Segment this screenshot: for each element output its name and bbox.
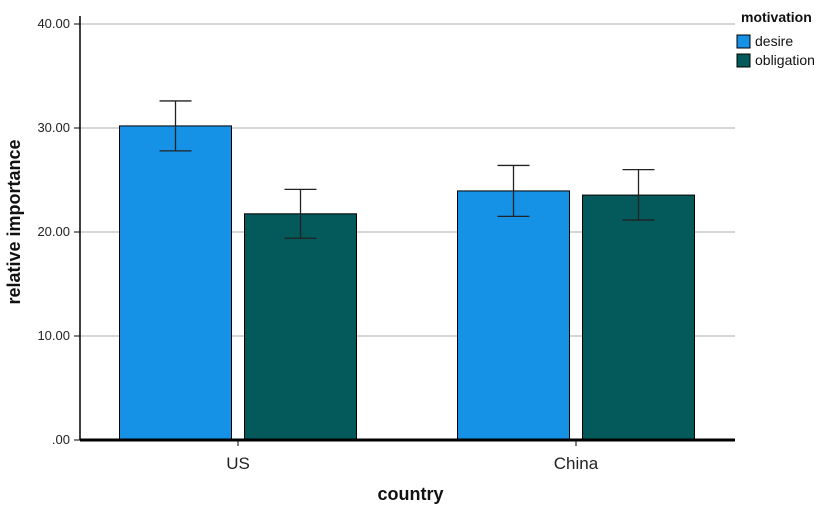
bar-desire-China: [457, 190, 570, 441]
legend: motivation desire obligation: [736, 9, 815, 68]
y-tick-label: 40.00: [37, 16, 70, 31]
y-tick-label: 20.00: [37, 224, 70, 239]
legend-label-desire: desire: [755, 33, 793, 49]
legend-swatch-desire: [736, 34, 751, 49]
legend-swatch-obligation: [736, 53, 751, 68]
bars: [119, 125, 695, 441]
x-axis-title: country: [377, 484, 443, 504]
bar-obligation-China: [582, 194, 695, 441]
y-tick-label: 10.00: [37, 328, 70, 343]
error-bars: [159, 100, 655, 239]
y-axis-title: relative importance: [4, 139, 24, 304]
x-tick-label: China: [554, 454, 599, 473]
bar-desire-US: [119, 125, 232, 441]
bar-obligation-US: [244, 213, 357, 441]
x-tick-label: US: [226, 454, 250, 473]
category-labels: US China: [226, 440, 599, 473]
y-tick-label: 30.00: [37, 120, 70, 135]
y-axis-ticks: .00 10.00 20.00 30.00 40.00: [37, 16, 80, 447]
legend-label-obligation: obligation: [755, 52, 815, 68]
legend-title: motivation: [741, 9, 812, 25]
y-tick-label: .00: [52, 432, 70, 447]
